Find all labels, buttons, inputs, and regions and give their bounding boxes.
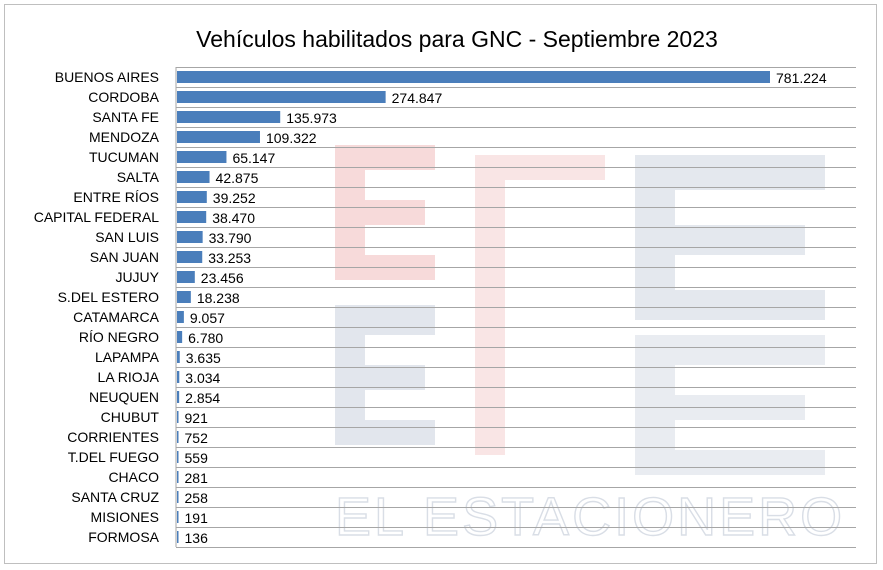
bar-2 [177, 111, 281, 123]
category-label: MENDOZA [89, 129, 160, 145]
chart-title: Vehículos habilitados para GNC - Septiem… [196, 26, 718, 52]
bar-9 [177, 251, 203, 263]
data-label: 752 [185, 430, 209, 446]
bar-13 [177, 331, 183, 343]
category-label: CHACO [108, 469, 159, 485]
data-label: 65.147 [232, 150, 275, 166]
category-label: ENTRE RÍOS [73, 189, 159, 205]
data-label: 2.854 [185, 390, 220, 406]
category-label: RÍO NEGRO [79, 329, 159, 345]
data-label: 38.470 [212, 210, 255, 226]
category-label: MISIONES [91, 509, 159, 525]
bar-6 [177, 191, 207, 203]
bar-17 [177, 411, 179, 423]
bar-12 [177, 311, 184, 323]
category-label: SALTA [117, 169, 160, 185]
bar-chart: EL ESTACIONERO Vehículos habilitados par… [34, 26, 856, 548]
data-label: 42.875 [216, 170, 259, 186]
bar-14 [177, 351, 180, 363]
bar-18 [177, 431, 179, 443]
bar-5 [177, 171, 210, 183]
data-label: 191 [185, 510, 209, 526]
data-label: 3.635 [186, 350, 221, 366]
category-label: T.DEL FUEGO [68, 449, 159, 465]
data-label: 9.057 [190, 310, 225, 326]
data-label: 274.847 [392, 90, 443, 106]
bar-4 [177, 151, 227, 163]
bar-3 [177, 131, 260, 143]
category-label: LA RIOJA [98, 369, 160, 385]
data-label: 921 [185, 410, 209, 426]
category-label: S.DEL ESTERO [58, 289, 160, 305]
data-labels: 781.224 274.847 135.973 109.322 65.147 42.875… [185, 70, 827, 546]
data-label: 3.034 [185, 370, 220, 386]
watermark-logo: EL ESTACIONERO [334, 145, 845, 548]
category-label: NEUQUEN [89, 389, 159, 405]
data-label: 136 [185, 530, 209, 546]
data-label: 135.973 [286, 110, 337, 126]
bar-20 [177, 471, 179, 483]
category-label: CORRIENTES [67, 429, 159, 445]
category-label: TUCUMAN [89, 149, 159, 165]
category-label: SANTA CRUZ [71, 489, 159, 505]
bars [177, 71, 770, 543]
category-label: LAPAMPA [95, 349, 160, 365]
category-label: FORMOSA [88, 529, 159, 545]
bar-1 [177, 91, 386, 103]
data-label: 559 [185, 450, 209, 466]
data-label: 781.224 [776, 70, 827, 86]
bar-11 [177, 291, 191, 303]
data-label: 39.252 [213, 190, 256, 206]
category-label: SAN JUAN [90, 249, 159, 265]
gridlines [175, 67, 856, 548]
bar-0 [177, 71, 770, 83]
bar-21 [177, 491, 179, 503]
data-label: 258 [185, 490, 209, 506]
bar-8 [177, 231, 203, 243]
bar-15 [177, 371, 180, 383]
category-label: CAPITAL FEDERAL [34, 209, 159, 225]
category-label: JUJUY [115, 269, 159, 285]
bar-23 [177, 531, 179, 543]
data-label: 6.780 [188, 330, 223, 346]
data-label: 23.456 [201, 270, 244, 286]
category-labels: BUENOS AIRES CORDOBA SANTA FE MENDOZA TUCUMA… [34, 69, 160, 545]
chart-frame: EL ESTACIONERO Vehículos habilitados par… [4, 4, 877, 564]
data-label: 281 [185, 470, 209, 486]
watermark-text: EL ESTACIONERO [335, 487, 845, 547]
data-label: 18.238 [197, 290, 240, 306]
bar-22 [177, 511, 179, 523]
category-label: CHUBUT [101, 409, 160, 425]
data-label: 33.253 [208, 250, 251, 266]
bar-10 [177, 271, 195, 283]
category-label: CATAMARCA [73, 309, 159, 325]
category-label: SAN LUIS [95, 229, 159, 245]
data-label: 109.322 [266, 130, 317, 146]
data-label: 33.790 [209, 230, 252, 246]
bar-19 [177, 451, 179, 463]
bar-7 [177, 211, 207, 223]
category-label: SANTA FE [92, 109, 159, 125]
category-label: CORDOBA [88, 89, 159, 105]
category-label: BUENOS AIRES [55, 69, 159, 85]
bar-16 [177, 391, 180, 403]
